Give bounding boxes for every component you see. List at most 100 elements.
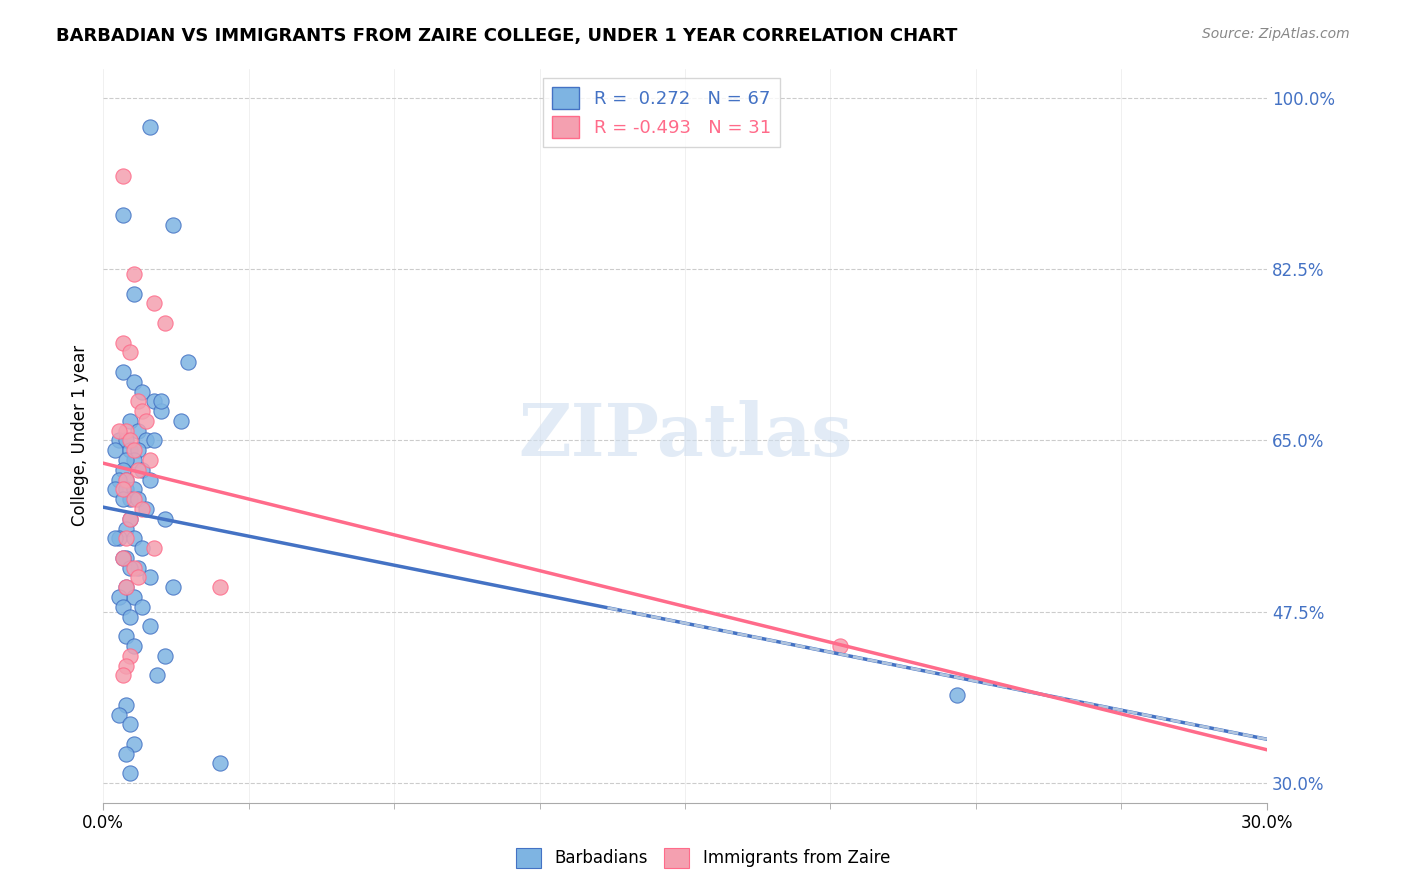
Point — [120, 512, 142, 526]
Point — [142, 434, 165, 448]
Point — [122, 639, 145, 653]
Point — [162, 218, 184, 232]
Text: ZIPatlas: ZIPatlas — [517, 400, 852, 471]
Point — [120, 492, 142, 507]
Point — [107, 532, 129, 546]
Point — [142, 296, 165, 310]
Point — [127, 463, 149, 477]
Point — [104, 532, 127, 546]
Point — [111, 550, 134, 565]
Point — [120, 443, 142, 458]
Point — [120, 512, 142, 526]
Point — [153, 648, 176, 663]
Point — [115, 473, 138, 487]
Point — [111, 668, 134, 682]
Point — [138, 570, 160, 584]
Point — [131, 599, 153, 614]
Point — [131, 404, 153, 418]
Point — [115, 424, 138, 438]
Point — [115, 747, 138, 761]
Point — [122, 590, 145, 604]
Point — [111, 550, 134, 565]
Point — [115, 483, 138, 497]
Point — [120, 414, 142, 428]
Point — [120, 648, 142, 663]
Point — [111, 335, 134, 350]
Point — [138, 120, 160, 135]
Point — [135, 502, 157, 516]
Point — [122, 532, 145, 546]
Point — [120, 560, 142, 574]
Point — [107, 590, 129, 604]
Legend: Barbadians, Immigrants from Zaire: Barbadians, Immigrants from Zaire — [509, 841, 897, 875]
Point — [131, 463, 153, 477]
Point — [111, 365, 134, 379]
Point — [127, 492, 149, 507]
Point — [122, 286, 145, 301]
Point — [115, 629, 138, 643]
Point — [111, 492, 134, 507]
Point — [111, 599, 134, 614]
Point — [162, 580, 184, 594]
Point — [111, 169, 134, 184]
Point — [150, 394, 173, 409]
Point — [170, 414, 193, 428]
Point — [111, 208, 134, 222]
Point — [122, 737, 145, 751]
Point — [107, 434, 129, 448]
Point — [150, 404, 173, 418]
Point — [115, 453, 138, 467]
Point — [122, 492, 145, 507]
Point — [115, 550, 138, 565]
Y-axis label: College, Under 1 year: College, Under 1 year — [72, 345, 89, 526]
Point — [138, 473, 160, 487]
Point — [115, 658, 138, 673]
Text: BARBADIAN VS IMMIGRANTS FROM ZAIRE COLLEGE, UNDER 1 YEAR CORRELATION CHART: BARBADIAN VS IMMIGRANTS FROM ZAIRE COLLE… — [56, 27, 957, 45]
Point — [107, 473, 129, 487]
Point — [208, 756, 231, 771]
Point — [131, 502, 153, 516]
Point — [135, 434, 157, 448]
Point — [208, 580, 231, 594]
Point — [127, 394, 149, 409]
Point — [127, 443, 149, 458]
Point — [122, 560, 145, 574]
Point — [142, 394, 165, 409]
Point — [138, 453, 160, 467]
Point — [120, 434, 142, 448]
Point — [122, 375, 145, 389]
Point — [153, 316, 176, 330]
Point — [115, 580, 138, 594]
Point — [830, 639, 852, 653]
Point — [142, 541, 165, 555]
Point — [122, 267, 145, 281]
Point — [135, 414, 157, 428]
Point — [115, 698, 138, 712]
Point — [146, 668, 169, 682]
Point — [153, 512, 176, 526]
Point — [115, 473, 138, 487]
Point — [115, 434, 138, 448]
Point — [127, 560, 149, 574]
Point — [107, 707, 129, 722]
Point — [104, 443, 127, 458]
Point — [115, 580, 138, 594]
Point — [120, 609, 142, 624]
Point — [120, 345, 142, 359]
Point — [104, 483, 127, 497]
Text: Source: ZipAtlas.com: Source: ZipAtlas.com — [1202, 27, 1350, 41]
Point — [115, 532, 138, 546]
Point — [111, 463, 134, 477]
Point — [127, 570, 149, 584]
Point — [131, 541, 153, 555]
Point — [122, 453, 145, 467]
Legend: R =  0.272   N = 67, R = -0.493   N = 31: R = 0.272 N = 67, R = -0.493 N = 31 — [543, 78, 780, 147]
Point — [111, 483, 134, 497]
Point — [127, 424, 149, 438]
Point — [131, 384, 153, 399]
Point — [122, 483, 145, 497]
Point — [138, 619, 160, 633]
Point — [120, 717, 142, 731]
Point — [120, 766, 142, 780]
Point — [107, 424, 129, 438]
